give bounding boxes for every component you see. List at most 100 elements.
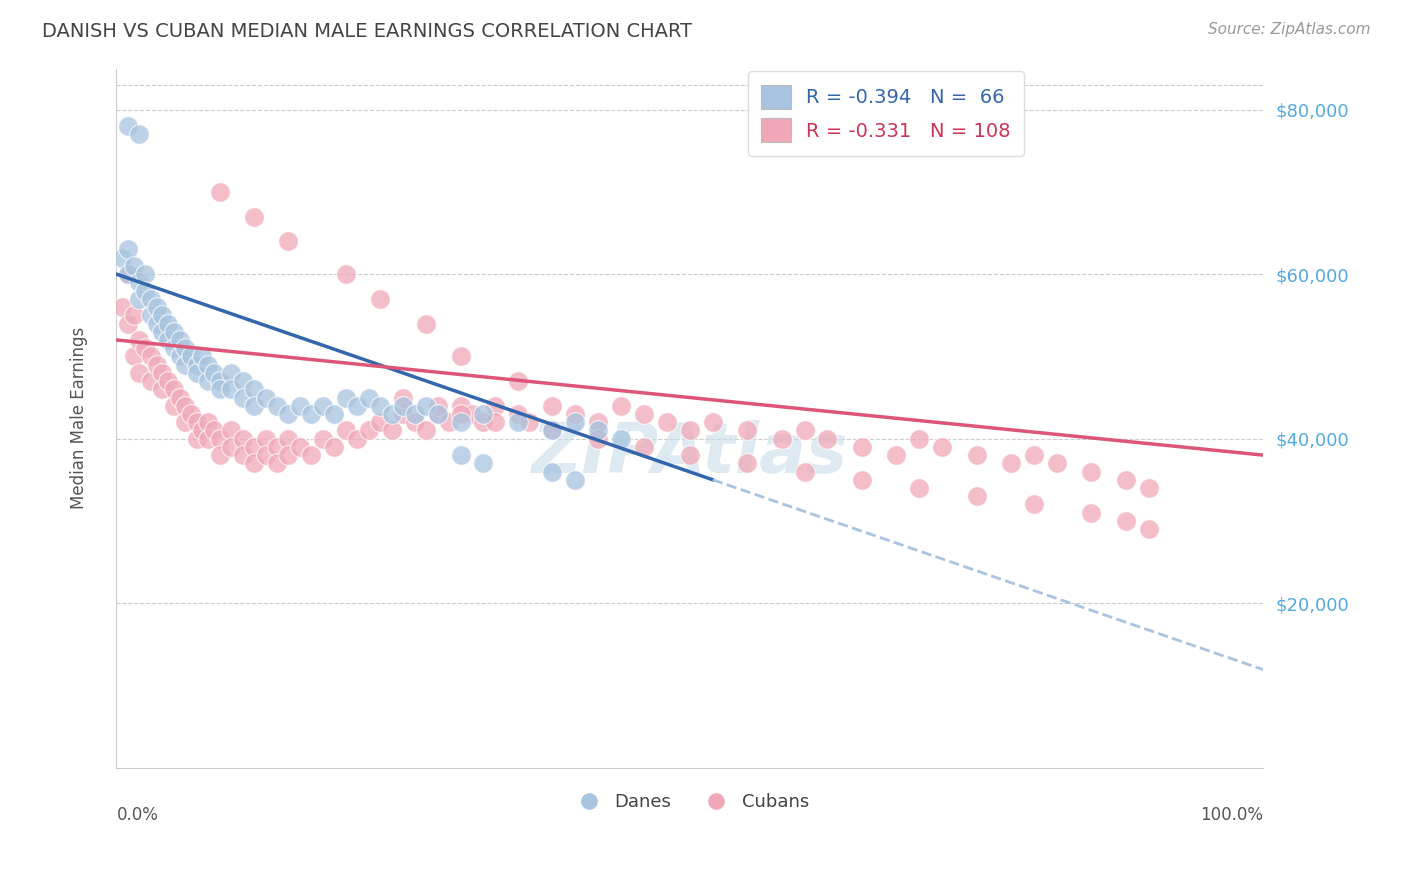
Point: [157, 317, 180, 331]
Point: [139, 308, 162, 322]
Point: [219, 366, 242, 380]
Point: [243, 210, 266, 224]
Point: [702, 415, 724, 429]
Point: [150, 308, 173, 322]
Point: [208, 185, 231, 199]
Point: [346, 432, 368, 446]
Point: [288, 399, 311, 413]
Point: [243, 399, 266, 413]
Point: [610, 432, 633, 446]
Point: [586, 424, 609, 438]
Text: DANISH VS CUBAN MEDIAN MALE EARNINGS CORRELATION CHART: DANISH VS CUBAN MEDIAN MALE EARNINGS COR…: [42, 22, 692, 41]
Point: [450, 350, 472, 364]
Point: [312, 399, 335, 413]
Point: [174, 358, 197, 372]
Point: [186, 358, 208, 372]
Point: [484, 415, 506, 429]
Point: [426, 399, 449, 413]
Point: [150, 325, 173, 339]
Point: [541, 465, 564, 479]
Point: [506, 374, 529, 388]
Point: [541, 424, 564, 438]
Point: [679, 448, 702, 462]
Point: [197, 374, 219, 388]
Point: [174, 341, 197, 355]
Point: [208, 374, 231, 388]
Point: [368, 415, 391, 429]
Point: [484, 399, 506, 413]
Point: [450, 407, 472, 421]
Point: [157, 333, 180, 347]
Point: [586, 415, 609, 429]
Point: [472, 415, 495, 429]
Point: [392, 399, 415, 413]
Point: [335, 391, 357, 405]
Point: [117, 119, 139, 133]
Point: [174, 399, 197, 413]
Point: [157, 374, 180, 388]
Point: [301, 407, 323, 421]
Point: [145, 300, 167, 314]
Point: [186, 415, 208, 429]
Point: [735, 456, 758, 470]
Point: [277, 234, 299, 248]
Point: [312, 432, 335, 446]
Point: [243, 456, 266, 470]
Point: [180, 407, 202, 421]
Text: Median Male Earnings: Median Male Earnings: [70, 327, 87, 509]
Point: [150, 366, 173, 380]
Point: [232, 432, 254, 446]
Text: Source: ZipAtlas.com: Source: ZipAtlas.com: [1208, 22, 1371, 37]
Point: [679, 424, 702, 438]
Point: [472, 407, 495, 421]
Point: [426, 407, 449, 421]
Point: [277, 432, 299, 446]
Point: [139, 374, 162, 388]
Point: [186, 432, 208, 446]
Point: [966, 489, 988, 503]
Point: [1080, 465, 1102, 479]
Point: [232, 448, 254, 462]
Point: [266, 440, 288, 454]
Point: [633, 440, 655, 454]
Point: [1022, 448, 1045, 462]
Point: [117, 267, 139, 281]
Point: [517, 415, 540, 429]
Point: [357, 391, 380, 405]
Point: [415, 399, 437, 413]
Point: [128, 276, 150, 290]
Point: [437, 415, 460, 429]
Point: [163, 399, 186, 413]
Point: [219, 424, 242, 438]
Point: [817, 432, 839, 446]
Point: [735, 424, 758, 438]
Point: [169, 350, 191, 364]
Point: [335, 424, 357, 438]
Point: [128, 292, 150, 306]
Point: [506, 407, 529, 421]
Point: [266, 399, 288, 413]
Point: [323, 440, 346, 454]
Point: [163, 341, 186, 355]
Point: [169, 391, 191, 405]
Point: [134, 284, 156, 298]
Point: [266, 456, 288, 470]
Point: [564, 407, 586, 421]
Point: [232, 374, 254, 388]
Point: [191, 350, 214, 364]
Point: [191, 424, 214, 438]
Point: [472, 456, 495, 470]
Point: [655, 415, 678, 429]
Point: [368, 399, 391, 413]
Point: [564, 415, 586, 429]
Point: [202, 424, 225, 438]
Point: [117, 317, 139, 331]
Point: [111, 300, 134, 314]
Point: [450, 448, 472, 462]
Point: [134, 267, 156, 281]
Point: [392, 407, 415, 421]
Point: [202, 366, 225, 380]
Point: [163, 325, 186, 339]
Point: [174, 415, 197, 429]
Point: [243, 440, 266, 454]
